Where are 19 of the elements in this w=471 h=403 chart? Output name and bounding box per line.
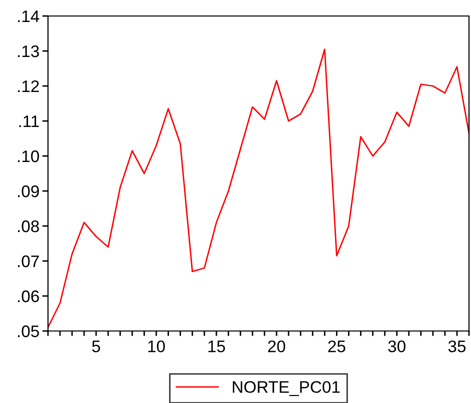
x-tick-label: 5: [92, 340, 100, 352]
x-tick-label: 10: [148, 340, 165, 352]
y-tick-label: .07: [18, 255, 39, 268]
x-tick-label: 20: [268, 340, 286, 352]
y-tick-label: .08: [18, 220, 39, 232]
x-tick-label: 30: [388, 340, 406, 352]
y-tick-label: .13: [18, 45, 39, 58]
x-tick-label: 35: [448, 340, 466, 352]
y-tick-label: .11: [19, 116, 39, 128]
y-tick-label: .14: [18, 10, 40, 22]
y-tick-label: .10: [18, 150, 40, 162]
legend-label: NORTE_PC01: [232, 381, 340, 396]
y-tick-label: .06: [18, 290, 39, 302]
x-tick-label: 25: [328, 340, 346, 352]
y-tick-label: .12: [18, 80, 39, 92]
y-tick-label: .09: [18, 185, 39, 198]
line-series: [48, 48, 469, 328]
x-tick-label: 15: [208, 340, 225, 352]
y-tick-label: .05: [18, 325, 39, 338]
